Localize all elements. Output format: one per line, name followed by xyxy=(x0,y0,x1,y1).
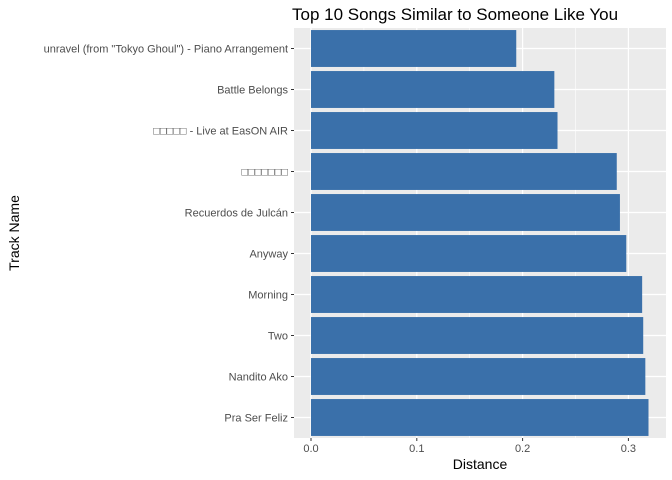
bars xyxy=(311,30,649,436)
y-tick-label: Two xyxy=(268,331,288,343)
bar xyxy=(311,399,649,436)
x-tick-label: 0.1 xyxy=(409,443,424,455)
y-tick-label: Recuerdos de Julcán xyxy=(185,208,288,220)
y-tick-label: unravel (from "Tokyo Ghoul") - Piano Arr… xyxy=(44,44,288,56)
y-axis: unravel (from "Tokyo Ghoul") - Piano Arr… xyxy=(44,44,294,425)
y-tick-label: Battle Belongs xyxy=(217,85,288,97)
bar xyxy=(311,30,517,67)
x-tick-label: 0.2 xyxy=(515,443,530,455)
bar xyxy=(311,276,643,313)
bar xyxy=(311,112,558,149)
bar xyxy=(311,71,555,108)
chart-title: Top 10 Songs Similar to Someone Like You xyxy=(292,5,618,24)
y-axis-title: Track Name xyxy=(6,195,22,271)
y-tick-label: Morning xyxy=(248,290,288,302)
bar xyxy=(311,153,617,190)
bar xyxy=(311,317,644,354)
x-axis: 0.0 0.1 0.2 0.3 xyxy=(303,438,636,455)
x-axis-title: Distance xyxy=(453,456,508,472)
bar xyxy=(311,358,646,395)
x-tick-label: 0.3 xyxy=(621,443,636,455)
bar xyxy=(311,235,627,272)
x-tick-label: 0.0 xyxy=(303,443,318,455)
y-tick-label: Anyway xyxy=(249,249,288,261)
y-tick-label: □□□□□□□ xyxy=(241,167,288,179)
y-tick-label: □□□□□ - Live at EasON AIR xyxy=(153,126,288,138)
bar xyxy=(311,194,620,231)
y-tick-label: Nandito Ako xyxy=(229,372,288,384)
y-tick-label: Pra Ser Feliz xyxy=(224,413,288,425)
